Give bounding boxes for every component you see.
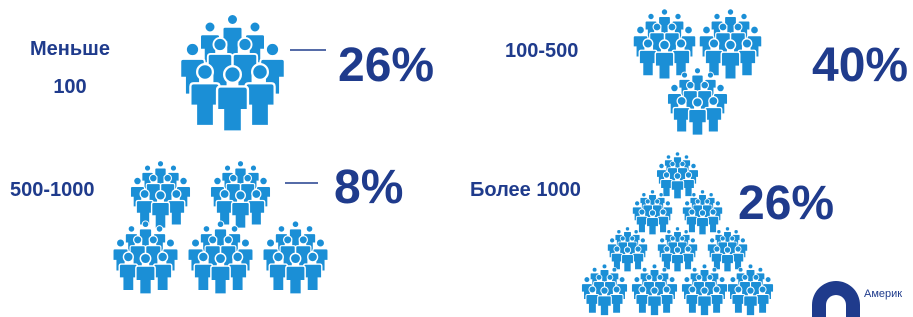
- label: 500-1000: [10, 171, 95, 209]
- logo-mark: [812, 281, 860, 317]
- label: 100-500: [505, 32, 578, 70]
- label: Более 1000: [470, 171, 581, 209]
- label: Меньше 100: [25, 30, 115, 106]
- crowd-small: [180, 14, 284, 131]
- value: 40%: [812, 38, 908, 93]
- value: 26%: [338, 38, 434, 93]
- logo-text: Америк: [864, 288, 902, 300]
- crowd-large: [113, 161, 328, 294]
- value: 8%: [334, 160, 403, 215]
- graphics: [0, 0, 913, 317]
- crowd-medium: [633, 9, 762, 135]
- value: 26%: [738, 176, 834, 231]
- infographic: Меньше 100 26% 100-500 40% 500-1000 8% Б…: [0, 0, 913, 317]
